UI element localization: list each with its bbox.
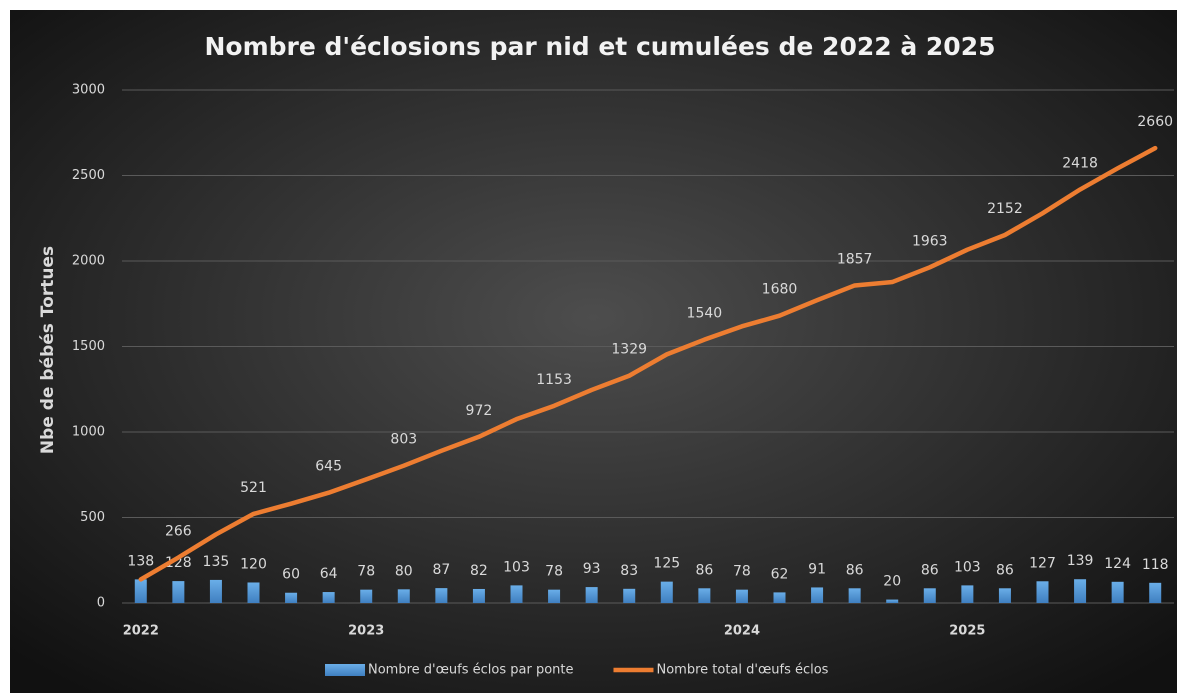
bar	[1036, 581, 1049, 603]
chart-title: Nombre d'éclosions par nid et cumulées d…	[204, 32, 995, 61]
bar-value-label: 82	[470, 563, 488, 579]
bar-value-label: 125	[653, 556, 680, 572]
bar-value-label: 93	[583, 561, 601, 577]
bar	[397, 589, 410, 603]
bar-value-label: 62	[771, 566, 789, 582]
line-value-label: 803	[390, 432, 417, 448]
bar-value-label: 83	[620, 563, 638, 579]
bar	[435, 588, 448, 603]
bar-value-label: 86	[996, 562, 1014, 578]
line-value-label: 521	[240, 480, 267, 496]
bar-value-label: 103	[503, 559, 530, 575]
bar-value-label: 78	[357, 564, 375, 580]
line-value-label: 266	[165, 524, 192, 540]
y-tick-label: 500	[80, 510, 105, 525]
bar-value-label: 138	[127, 553, 154, 569]
bar-value-label: 86	[846, 562, 864, 578]
bar	[886, 599, 899, 603]
line-value-label: 2152	[987, 201, 1023, 217]
line-value-label: 1540	[687, 306, 723, 322]
y-tick-label: 3000	[72, 83, 105, 98]
x-tick-label: 2025	[949, 624, 985, 639]
bar	[735, 589, 748, 603]
line	[138, 145, 1158, 582]
bar	[510, 585, 523, 603]
bar-value-label: 127	[1029, 555, 1056, 571]
y-axis-label: Nbe de bébés Tortues	[38, 246, 58, 454]
y-tick-label: 0	[97, 596, 105, 611]
bar	[285, 592, 298, 603]
bar	[1074, 579, 1087, 603]
line-value-label: 645	[315, 459, 342, 475]
bar	[585, 587, 598, 603]
chart-background	[10, 10, 1177, 693]
bar-value-label: 64	[320, 566, 338, 582]
bar-value-label: 91	[808, 561, 826, 577]
bar	[1111, 581, 1124, 603]
bar	[472, 588, 485, 603]
bar-value-label: 86	[921, 562, 939, 578]
y-tick-label: 2500	[72, 168, 105, 183]
bar	[360, 589, 373, 603]
line-value-label: 2660	[1137, 114, 1173, 130]
bar	[1149, 582, 1162, 603]
bar	[773, 592, 786, 603]
bar	[247, 582, 260, 603]
bar	[660, 581, 673, 603]
x-tick-label: 2024	[724, 624, 760, 639]
bar-value-label: 103	[954, 559, 981, 575]
bar	[848, 588, 861, 603]
bar-value-label: 86	[695, 562, 713, 578]
bar	[923, 588, 936, 603]
bar-value-label: 118	[1142, 557, 1169, 573]
line-value-label: 1963	[912, 233, 948, 249]
bar	[998, 588, 1011, 603]
bar-value-label: 120	[240, 556, 267, 572]
bar	[811, 587, 824, 603]
bar-value-label: 78	[733, 564, 751, 580]
bar-value-label: 87	[432, 562, 450, 578]
bar	[134, 579, 147, 603]
line-value-label: 972	[466, 403, 493, 419]
bar	[548, 589, 561, 603]
bar-value-label: 60	[282, 567, 300, 583]
bar-value-label: 139	[1067, 553, 1094, 569]
bar	[961, 585, 974, 603]
bar-value-label: 124	[1104, 556, 1131, 572]
x-tick-label: 2023	[348, 624, 384, 639]
bar	[623, 588, 636, 603]
line-value-label: 1329	[611, 342, 647, 358]
x-tick-label: 2022	[123, 624, 159, 639]
bar-value-label: 78	[545, 564, 563, 580]
bar-value-label: 135	[203, 554, 230, 570]
line-value-label: 1153	[536, 372, 572, 388]
bar-value-label: 80	[395, 563, 413, 579]
bar	[209, 579, 222, 603]
legend-swatch	[325, 664, 365, 676]
bar	[172, 581, 185, 603]
bar	[322, 592, 335, 603]
line-value-label: 2418	[1062, 156, 1098, 172]
legend-label: Nombre d'œufs éclos par ponte	[368, 663, 573, 678]
line-value-label: 1680	[762, 282, 798, 298]
line-value-label: 1857	[837, 251, 873, 267]
y-tick-label: 1500	[72, 339, 105, 354]
legend-label: Nombre total d'œufs éclos	[656, 663, 828, 678]
y-tick-label: 2000	[72, 254, 105, 269]
y-tick-label: 1000	[72, 425, 105, 440]
bar-value-label: 20	[883, 574, 901, 590]
bar	[698, 588, 711, 603]
